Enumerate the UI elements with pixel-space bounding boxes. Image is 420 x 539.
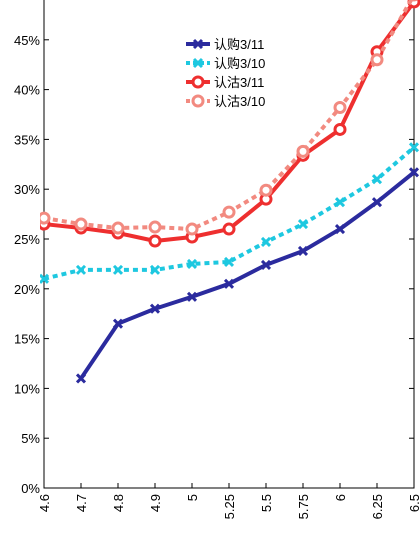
legend-label: 认沽3/10: [214, 94, 265, 109]
y-tick-label: 45%: [14, 33, 40, 48]
data-point: [260, 236, 272, 248]
y-tick-label: 5%: [21, 431, 40, 446]
data-point: [223, 256, 235, 267]
legend-entry: 认购3/10: [186, 56, 265, 71]
legend-entry: 认沽3/11: [186, 75, 264, 90]
data-point: [148, 234, 162, 248]
x-tick-label: 5.75: [296, 494, 311, 519]
x-tick-label: 6.5: [407, 494, 420, 512]
legend-entry: 认购3/11: [186, 37, 264, 52]
data-point: [333, 122, 347, 136]
y-tick-label: 30%: [14, 182, 40, 197]
data-point: [149, 303, 161, 314]
x-tick-label: 4.7: [74, 494, 89, 512]
series-line: [43, 0, 414, 232]
data-point: [40, 211, 51, 225]
x-tick-label: 4.6: [37, 494, 52, 512]
y-tick-label: 0%: [21, 481, 40, 496]
series-line: [43, 145, 416, 281]
series-3: [40, 0, 419, 236]
x-tick-label: 4.9: [148, 494, 163, 512]
data-point: [297, 245, 309, 257]
legend-entry: 认沽3/10: [186, 94, 265, 109]
x-tick-label: 5.5: [259, 494, 274, 512]
data-point: [75, 373, 87, 384]
legend-marker: [191, 75, 205, 89]
data-point: [112, 264, 124, 275]
y-tick-label: 40%: [14, 83, 40, 98]
x-tick-label: 5.25: [222, 494, 237, 519]
data-point: [111, 221, 125, 235]
data-point: [74, 217, 88, 231]
y-tick-label: 25%: [14, 232, 40, 247]
x-tick-label: 6: [333, 494, 348, 501]
x-tick-label: 6.25: [370, 494, 385, 519]
data-point: [371, 174, 383, 185]
legend-marker: [192, 38, 204, 50]
legend-label: 认购3/11: [214, 37, 264, 52]
y-tick-label: 20%: [14, 282, 40, 297]
data-point: [223, 278, 235, 289]
legend-marker: [192, 57, 204, 69]
series-line: [79, 170, 416, 380]
data-point: [186, 258, 198, 269]
data-point: [408, 142, 420, 153]
data-point: [408, 167, 420, 178]
y-tick-label: 10%: [14, 381, 40, 396]
legend-label: 认沽3/11: [214, 75, 264, 90]
plot-frame: [43, 0, 415, 489]
data-point: [334, 223, 346, 235]
legend-marker: [191, 94, 205, 108]
data-point: [222, 205, 236, 219]
data-point: [185, 222, 199, 236]
data-point: [371, 197, 383, 208]
data-point: [148, 220, 162, 234]
data-point: [149, 264, 161, 275]
data-point: [186, 291, 198, 302]
data-point: [260, 259, 272, 270]
data-point: [334, 197, 346, 208]
series-1: [40, 142, 420, 284]
legend-label: 认购3/10: [214, 56, 265, 71]
data-point: [40, 273, 50, 284]
data-point: [370, 53, 384, 67]
data-point: [222, 222, 236, 236]
y-tick-label: 15%: [14, 332, 40, 347]
data-point: [333, 101, 347, 115]
x-tick-label: 5: [185, 494, 200, 501]
x-tick-label: 4.8: [111, 494, 126, 512]
data-point: [259, 183, 273, 197]
data-point: [75, 264, 87, 275]
data-point: [112, 318, 124, 329]
series-0: [75, 167, 420, 384]
y-tick-label: 35%: [14, 132, 40, 147]
data-point: [296, 144, 310, 158]
data-point: [297, 218, 309, 230]
